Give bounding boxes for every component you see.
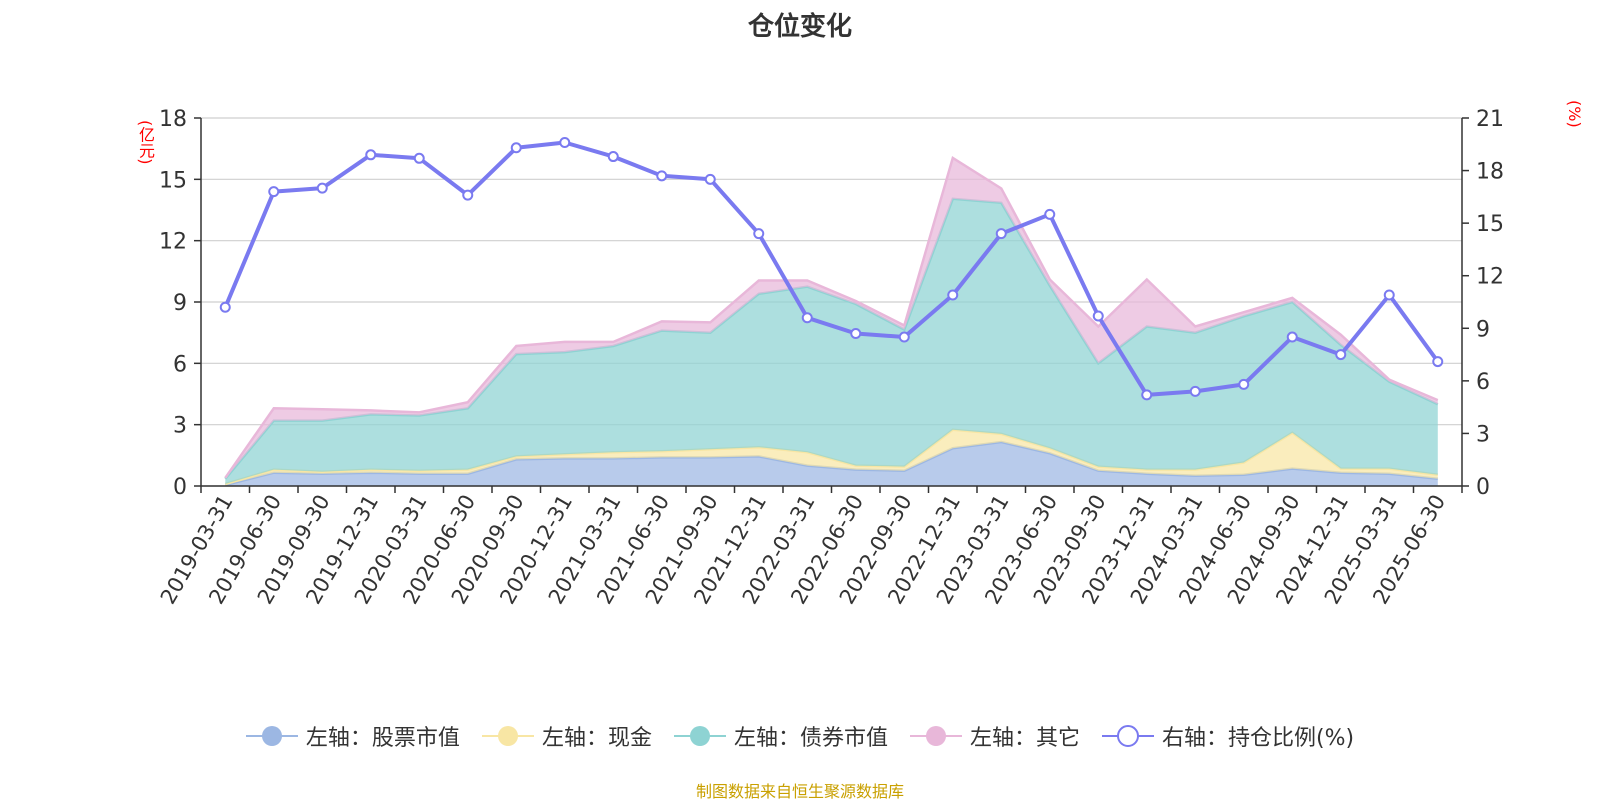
left-tick-label: 6 xyxy=(173,352,187,377)
legend-label-other: 左轴：其它 xyxy=(969,726,1080,751)
left-tick-label: 12 xyxy=(159,230,187,255)
area-series xyxy=(225,198,1438,485)
right-tick-label: 0 xyxy=(1476,475,1490,500)
ratio-point xyxy=(510,142,522,154)
right-tick-label: 3 xyxy=(1476,422,1490,447)
ratio-point xyxy=(801,312,813,324)
ratio-point xyxy=(995,228,1007,240)
right-tick-label: 18 xyxy=(1476,160,1504,185)
ratio-point xyxy=(753,228,765,240)
ratio-point xyxy=(704,173,716,185)
ratio-point xyxy=(1335,349,1347,361)
legend-label-stock: 左轴：股票市值 xyxy=(305,726,460,751)
ratio-point xyxy=(656,170,668,182)
ratio-point xyxy=(1189,385,1201,397)
legend-item-other[interactable]: 左轴：其它 xyxy=(909,720,1080,752)
area-series xyxy=(225,442,1438,486)
ratio-point xyxy=(1044,208,1056,220)
ratio-point xyxy=(1383,289,1395,301)
ratio-point xyxy=(268,186,280,198)
data-source-note: 制图数据来自恒生聚源数据库 xyxy=(695,782,904,801)
right-tick-label: 9 xyxy=(1476,317,1490,342)
ratio-point xyxy=(1238,378,1250,390)
chart-legend: 左轴：股票市值 左轴：现金 左轴：债券市值 左轴：其它 右轴：持仓比例(%) xyxy=(0,720,1600,752)
ratio-line xyxy=(223,140,1440,397)
right-tick-label: 15 xyxy=(1476,212,1504,237)
ratio-point xyxy=(1141,389,1153,401)
ratio-point xyxy=(462,189,474,201)
chart-title: 仓位变化 xyxy=(747,12,852,42)
right-tick-label: 12 xyxy=(1476,265,1504,290)
left-tick-label: 9 xyxy=(173,291,187,316)
legend-item-position-ratio[interactable]: 右轴：持仓比例(%) xyxy=(1101,720,1355,752)
legend-swatch-stock xyxy=(245,726,298,746)
left-tick-label: 15 xyxy=(159,168,187,193)
ratio-point xyxy=(607,151,619,163)
legend-item-stock[interactable]: 左轴：股票市值 xyxy=(245,720,460,752)
legend-swatch-other xyxy=(909,726,962,746)
ratio-point xyxy=(365,149,377,161)
right-axis-unit: (%) xyxy=(1565,100,1584,128)
legend-item-bond[interactable]: 左轴：债券市值 xyxy=(673,720,888,752)
ratio-point xyxy=(947,289,959,301)
left-tick-label: 0 xyxy=(173,475,187,500)
legend-swatch-bond xyxy=(673,726,726,746)
ratio-point xyxy=(1092,310,1104,322)
ratio-point xyxy=(1432,356,1444,368)
ratio-point xyxy=(219,301,231,313)
ratio-point xyxy=(898,331,910,343)
legend-item-cash[interactable]: 左轴：现金 xyxy=(481,720,652,752)
legend-label-cash: 左轴：现金 xyxy=(541,726,652,751)
left-tick-label: 18 xyxy=(159,107,187,132)
legend-label-bond: 左轴：债券市值 xyxy=(733,726,888,751)
area-series xyxy=(225,429,1438,485)
area-series-edge xyxy=(224,155,1439,479)
right-tick-label: 21 xyxy=(1476,107,1504,132)
ratio-point xyxy=(559,137,571,149)
chart-plot: 03691215180369121518212019-03-312019-06-… xyxy=(156,107,1504,608)
left-tick-label: 3 xyxy=(173,414,187,439)
legend-label-position-ratio: 右轴：持仓比例(%) xyxy=(1161,726,1355,751)
legend-swatch-position-ratio xyxy=(1101,725,1154,747)
right-tick-label: 6 xyxy=(1476,370,1490,395)
ratio-point xyxy=(1286,331,1298,343)
ratio-point xyxy=(413,152,425,164)
ratio-point xyxy=(850,328,862,340)
legend-swatch-cash xyxy=(481,726,534,746)
ratio-point xyxy=(316,182,328,194)
left-axis-unit: (亿元) xyxy=(136,120,155,165)
